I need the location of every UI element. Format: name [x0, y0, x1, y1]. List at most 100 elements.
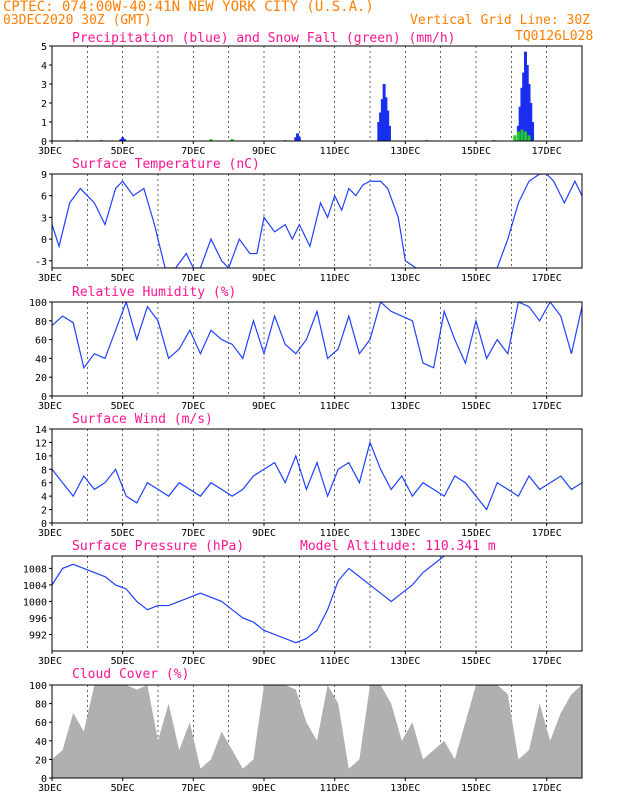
panel-title: Relative Humidity (%) — [72, 285, 236, 300]
x-tick-label: 3DEC — [38, 783, 62, 794]
x-tick-label: 17DEC — [532, 401, 562, 412]
precip-bar — [518, 106, 522, 141]
header-date: 03DEC2020 30Z (GMT) — [3, 13, 152, 28]
x-tick-label: 13DEC — [390, 273, 420, 284]
x-tick-label: 5DEC — [111, 146, 135, 157]
y-tick-label: 0 — [41, 137, 47, 148]
x-tick-label: 17DEC — [532, 528, 562, 539]
y-tick-label: 40 — [35, 354, 47, 365]
snow-bar — [523, 131, 527, 141]
y-tick-label: 1004 — [23, 581, 47, 592]
x-tick-label: 5DEC — [111, 656, 135, 667]
x-tick-label: 5DEC — [111, 401, 135, 412]
plot-frame — [51, 173, 583, 269]
x-tick-label: 13DEC — [390, 783, 420, 794]
snow-bar — [230, 139, 234, 141]
header-grid-note: Vertical Grid Line: 30Z — [410, 13, 591, 28]
x-tick-label: 9DEC — [252, 656, 276, 667]
precip-bar — [297, 137, 301, 141]
x-tick-label: 11DEC — [320, 783, 350, 794]
series-line — [52, 440, 582, 511]
y-tick-label: 6 — [41, 479, 47, 490]
x-tick-label: 3DEC — [38, 146, 62, 157]
x-tick-label: 7DEC — [181, 783, 205, 794]
plot-frame — [51, 684, 583, 779]
y-tick-label: 4 — [41, 492, 47, 503]
precip-bar — [382, 84, 386, 141]
y-tick-label: 100 — [29, 681, 47, 692]
snow-bar — [527, 135, 531, 141]
x-tick-label: 9DEC — [252, 273, 276, 284]
x-tick-label: 5DEC — [111, 783, 135, 794]
precip-bar — [527, 84, 531, 141]
x-tick-label: 11DEC — [320, 656, 350, 667]
x-tick-label: 15DEC — [461, 146, 491, 157]
y-tick-label: 6 — [41, 192, 47, 203]
x-tick-label: 5DEC — [111, 273, 135, 284]
y-tick-label: 3 — [41, 80, 47, 91]
precip-bar — [522, 72, 526, 141]
snow-bar — [520, 129, 524, 141]
precip-bar — [520, 87, 524, 141]
plot-frame — [51, 428, 583, 524]
y-tick-label: 80 — [35, 317, 47, 328]
y-tick-label: 14 — [35, 425, 47, 436]
y-tick-label: 0 — [41, 392, 47, 403]
x-tick-label: 15DEC — [461, 401, 491, 412]
precip-bar — [523, 51, 527, 142]
y-tick-label: 20 — [35, 373, 47, 384]
panel-title: Surface Temperature (nC) — [72, 157, 260, 172]
x-tick-label: 13DEC — [390, 146, 420, 157]
precip-bar — [384, 97, 388, 141]
x-tick-label: 15DEC — [461, 656, 491, 667]
x-tick-label: 11DEC — [320, 401, 350, 412]
panel-title: Surface Wind (m/s) — [72, 412, 213, 427]
panel-annotation: Model Altitude: 110.341 m — [300, 539, 496, 554]
y-tick-label: 1 — [41, 118, 47, 129]
y-tick-label: 20 — [35, 755, 47, 766]
x-tick-label: 7DEC — [181, 656, 205, 667]
y-tick-label: 9 — [41, 170, 47, 181]
x-tick-label: 7DEC — [181, 146, 205, 157]
y-tick-label: 5 — [41, 42, 47, 53]
precip-bar — [387, 125, 391, 141]
x-tick-label: 15DEC — [461, 273, 491, 284]
precip-bar — [121, 137, 125, 141]
plot-frame — [51, 45, 583, 142]
precip-bar — [529, 103, 533, 141]
y-tick-label: 2 — [41, 506, 47, 517]
precip-bar — [122, 139, 126, 141]
x-tick-label: 3DEC — [38, 401, 62, 412]
x-tick-label: 13DEC — [390, 528, 420, 539]
precip-bar — [377, 122, 381, 141]
y-tick-label: 992 — [29, 630, 47, 641]
x-tick-label: 15DEC — [461, 783, 491, 794]
y-tick-label: 40 — [35, 737, 47, 748]
y-tick-label: 3 — [41, 213, 47, 224]
y-tick-label: 0 — [41, 774, 47, 785]
header-location: CPTEC: 074:00W-40:41N NEW YORK CITY (U.S… — [3, 0, 374, 15]
snow-bar — [209, 139, 213, 141]
snow-bar — [513, 135, 517, 141]
precip-bar — [296, 133, 300, 141]
series-line — [52, 556, 445, 644]
y-tick-label: 8 — [41, 465, 47, 476]
y-tick-label: -3 — [35, 257, 47, 268]
x-tick-label: 9DEC — [252, 528, 276, 539]
x-tick-label: 9DEC — [252, 146, 276, 157]
precip-bar — [386, 110, 390, 141]
x-tick-label: 11DEC — [320, 146, 350, 157]
x-tick-label: 11DEC — [320, 528, 350, 539]
precip-bar — [525, 65, 529, 141]
x-tick-label: 7DEC — [181, 528, 205, 539]
panel-title: Precipitation (blue) and Snow Fall (gree… — [72, 31, 456, 46]
precip-bar — [531, 122, 535, 141]
x-tick-label: 7DEC — [181, 273, 205, 284]
x-tick-label: 3DEC — [38, 528, 62, 539]
y-tick-label: 4 — [41, 61, 47, 72]
x-tick-label: 17DEC — [532, 146, 562, 157]
x-tick-label: 17DEC — [532, 783, 562, 794]
precip-bar — [119, 139, 123, 141]
x-tick-label: 3DEC — [38, 656, 62, 667]
x-tick-label: 13DEC — [390, 656, 420, 667]
